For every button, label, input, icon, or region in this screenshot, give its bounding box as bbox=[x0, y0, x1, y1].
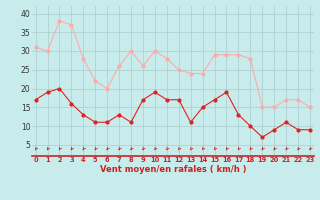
X-axis label: Vent moyen/en rafales ( km/h ): Vent moyen/en rafales ( km/h ) bbox=[100, 165, 246, 174]
